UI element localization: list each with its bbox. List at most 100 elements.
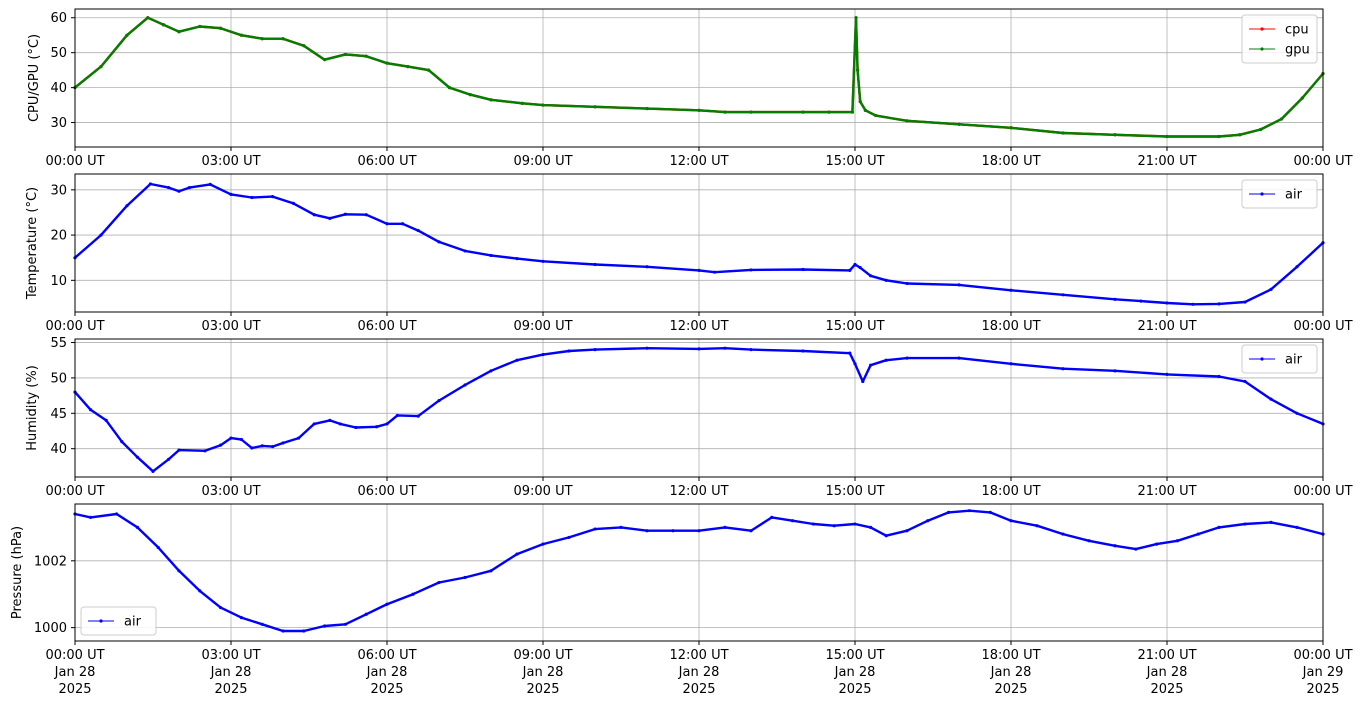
data-point xyxy=(151,469,155,473)
data-point xyxy=(801,267,805,272)
data-point xyxy=(1009,362,1013,366)
data-point xyxy=(671,529,675,533)
x-tick-label: 00:00 UT xyxy=(1293,154,1352,169)
x-tick-label: 06:00 UT xyxy=(357,484,416,499)
legend-box xyxy=(1241,344,1318,374)
data-point xyxy=(1217,525,1221,529)
data-point xyxy=(406,65,410,69)
legend: air xyxy=(1241,179,1318,209)
series-points-air xyxy=(73,182,1325,306)
data-point xyxy=(250,195,254,200)
data-point xyxy=(385,61,389,65)
x-tick-label: 21:00 UT xyxy=(1137,648,1196,663)
data-point xyxy=(884,278,888,282)
data-point xyxy=(99,233,103,237)
data-point xyxy=(858,266,862,270)
data-point xyxy=(401,222,405,226)
data-point xyxy=(343,212,347,216)
data-point xyxy=(515,552,519,556)
data-point xyxy=(219,26,223,30)
data-point xyxy=(411,592,415,596)
data-point xyxy=(1295,525,1299,529)
data-point xyxy=(853,262,857,267)
data-point xyxy=(1113,369,1117,373)
x-tick-year-label: 2025 xyxy=(838,682,871,697)
data-point xyxy=(515,358,519,362)
y-tick-label: 1000 xyxy=(34,621,67,636)
x-tick-label: 18:00 UT xyxy=(981,319,1040,334)
data-point xyxy=(437,398,441,403)
x-tick-label: 18:00 UT xyxy=(981,154,1040,169)
series-points-air xyxy=(73,509,1325,633)
data-point xyxy=(1175,539,1179,543)
data-point xyxy=(697,529,701,533)
data-point xyxy=(468,92,472,97)
data-point xyxy=(198,589,202,593)
x-tick-year-label: 2025 xyxy=(1306,682,1339,697)
data-point xyxy=(297,436,301,440)
x-tick-label: 09:00 UT xyxy=(513,154,572,169)
x-tick-year-label: 2025 xyxy=(682,682,715,697)
data-point xyxy=(463,575,467,580)
data-point xyxy=(593,527,597,531)
data-point xyxy=(1165,134,1169,139)
data-point xyxy=(1217,374,1221,379)
data-point xyxy=(1009,126,1013,130)
x-tick-date-label: Jan 28 xyxy=(678,665,720,680)
x-tick-date-label: Jan 28 xyxy=(54,665,96,680)
data-point xyxy=(1217,302,1221,306)
y-axis-label: Pressure (hPa) xyxy=(10,526,25,619)
legend-label: air xyxy=(1285,353,1303,368)
data-point xyxy=(208,182,212,187)
data-point xyxy=(1087,539,1091,543)
data-point xyxy=(1113,133,1117,137)
y-axis-label: CPU/GPU (°C) xyxy=(27,34,42,122)
x-tick-label: 03:00 UT xyxy=(201,484,260,499)
data-point xyxy=(1061,293,1065,297)
x-tick-label: 18:00 UT xyxy=(981,648,1040,663)
x-tick-year-label: 2025 xyxy=(526,682,559,697)
data-point xyxy=(302,629,306,633)
data-point xyxy=(723,525,727,529)
y-tick-label: 1002 xyxy=(34,554,67,569)
data-point xyxy=(177,189,181,193)
data-point xyxy=(312,422,316,426)
data-point xyxy=(328,418,332,422)
x-tick-date-label: Jan 28 xyxy=(210,665,252,680)
legend-label: cpu xyxy=(1285,23,1309,38)
data-point xyxy=(541,103,545,107)
data-point xyxy=(354,425,358,430)
data-point xyxy=(281,629,285,633)
data-point xyxy=(749,348,753,352)
x-tick-label: 06:00 UT xyxy=(357,319,416,334)
data-point xyxy=(1238,133,1242,137)
data-point xyxy=(832,524,836,528)
data-point xyxy=(520,101,524,105)
data-point xyxy=(645,265,649,269)
data-point xyxy=(1035,524,1039,528)
data-point xyxy=(1165,372,1169,376)
x-tick-label: 12:00 UT xyxy=(669,154,728,169)
data-point xyxy=(260,622,264,626)
data-point xyxy=(957,283,961,287)
data-point xyxy=(854,16,858,20)
data-point xyxy=(957,356,961,360)
series-line-air xyxy=(74,182,1324,306)
data-point xyxy=(260,444,264,448)
data-point xyxy=(1295,411,1299,415)
data-point xyxy=(271,195,275,199)
data-point xyxy=(239,33,243,37)
x-tick-label: 15:00 UT xyxy=(825,154,884,169)
data-point xyxy=(749,268,753,272)
data-point xyxy=(489,569,493,573)
data-point xyxy=(947,510,951,514)
data-point xyxy=(645,106,649,111)
x-tick-date-label: Jan 28 xyxy=(366,665,408,680)
data-point xyxy=(364,54,368,58)
subplot-4: 1000 1002 00:00 UT Jan 28 2025 03:00 UT Jan 28… xyxy=(10,503,1353,697)
data-point xyxy=(1300,96,1304,100)
data-point xyxy=(177,569,181,573)
legend-label: air xyxy=(1285,188,1303,203)
legend-swatch-marker xyxy=(1260,192,1264,196)
